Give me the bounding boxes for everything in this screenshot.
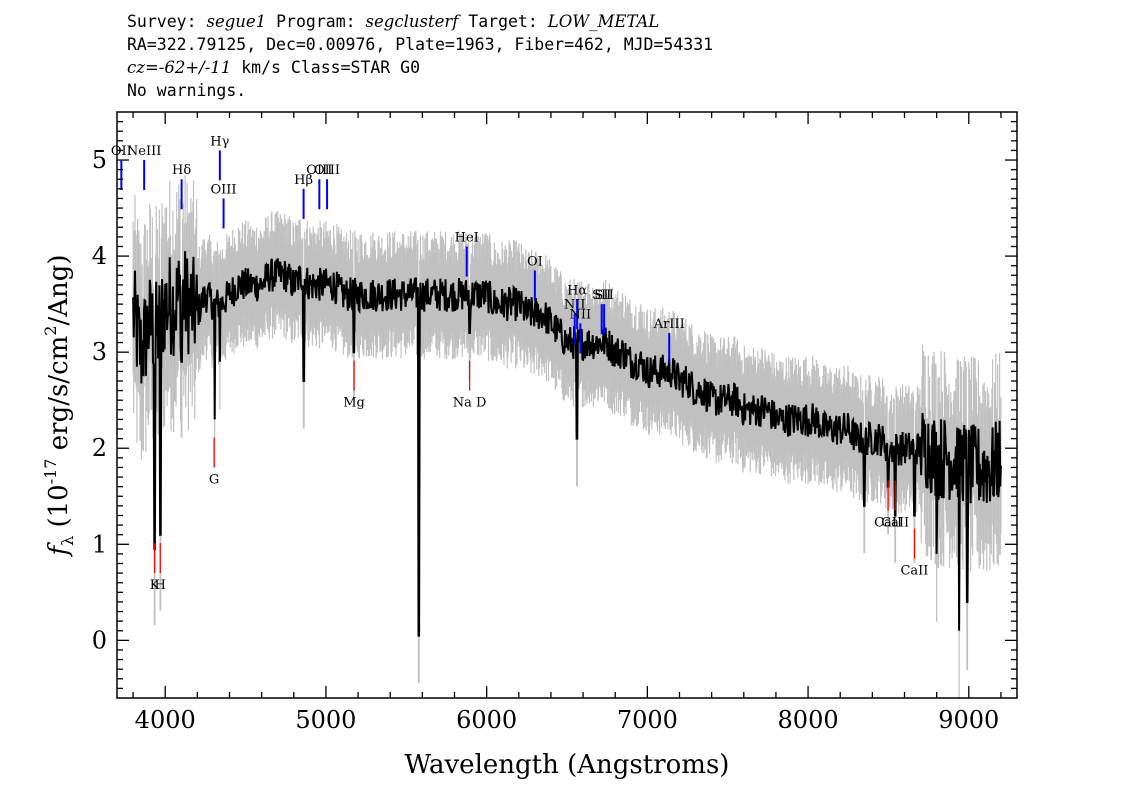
- absorption-line-label: K: [150, 578, 160, 593]
- program-value: segclusterf: [365, 12, 459, 31]
- x-tick-label: 5000: [295, 706, 356, 734]
- absorption-line-label: G: [209, 472, 219, 487]
- header-line-survey: Survey: segue1 Program: segclusterf Targ…: [127, 10, 713, 33]
- survey-value: segue1: [206, 12, 267, 31]
- plot-frame: [116, 111, 1018, 699]
- emission-line-label: SII: [595, 288, 614, 303]
- flux-spectrum: [132, 251, 1002, 637]
- flux-series: [132, 251, 1002, 637]
- tick-labels: 4000 5000 6000 7000 8000 9000 0 1 2 3 4 5: [92, 146, 1000, 734]
- header-line-redshift: cz=-62+/-11 km/s Class=STAR G0: [127, 56, 713, 79]
- y-label-end: /Ang): [44, 254, 74, 325]
- emission-line-label: NII: [570, 307, 592, 322]
- y-tick-label: 2: [92, 434, 107, 462]
- x-tick-label: 9000: [938, 706, 999, 734]
- target-key: Target:: [468, 12, 538, 31]
- y-label-square: 2: [41, 326, 60, 336]
- x-tick-label: 8000: [778, 706, 839, 734]
- emission-line-label: NeIII: [127, 144, 161, 159]
- emission-line-label: OIII: [306, 163, 332, 178]
- survey-key: Survey:: [127, 12, 197, 31]
- y-tick-label: 0: [92, 626, 107, 654]
- spectrum-header: Survey: segue1 Program: segclusterf Targ…: [127, 10, 713, 102]
- emission-line-label: Hδ: [172, 163, 191, 178]
- cz-rest: km/s Class=STAR G0: [241, 58, 421, 77]
- program-key: Program:: [276, 12, 356, 31]
- emission-line-label: NII: [564, 298, 586, 313]
- emission-line-label: Hβ: [294, 173, 313, 188]
- y-axis-label: fλ (10-17 erg/s/cm2/Ang): [41, 254, 77, 557]
- y-label-subscript: λ: [58, 536, 77, 546]
- emission-line-label: ArIII: [653, 317, 685, 332]
- target-value: LOW_METAL: [547, 12, 660, 31]
- emission-line-label: HeI: [455, 230, 479, 245]
- absorption-line-label: Mg: [343, 396, 365, 411]
- x-tick-label: 4000: [135, 706, 196, 734]
- emission-line-label: OII: [111, 144, 132, 159]
- x-tick-label: 6000: [456, 706, 517, 734]
- line-markers: OIINeIIIHδHγOIIIHβOIIIOIIIHeIOINIIHαNIIS…: [111, 134, 929, 593]
- emission-line-label: OIII: [314, 163, 340, 178]
- absorption-line-label: Na D: [453, 396, 487, 411]
- y-label-units: erg/s/cm: [44, 336, 74, 459]
- header-line-warnings: No warnings.: [127, 81, 247, 100]
- y-tick-label: 4: [92, 242, 107, 270]
- cz-value: =-62+/-11: [144, 58, 232, 77]
- y-tick-label: 5: [92, 146, 107, 174]
- axis-ticks: [117, 112, 1017, 698]
- emission-line-label: Hα: [567, 283, 587, 298]
- y-tick-label: 1: [92, 530, 107, 558]
- y-tick-label: 3: [92, 338, 107, 366]
- emission-line-label: Hγ: [210, 134, 229, 149]
- emission-line-label: SII: [592, 288, 611, 303]
- x-tick-label: 7000: [617, 706, 678, 734]
- cz-key: cz: [127, 58, 145, 77]
- x-axis-label: Wavelength (Angstroms): [405, 750, 730, 780]
- absorption-line-label: CaII: [900, 564, 928, 579]
- y-label-exponent: -17: [41, 459, 60, 485]
- y-label-paren: (10: [44, 484, 74, 536]
- emission-line-label: OI: [527, 255, 543, 270]
- absorption-line-label: CaII: [881, 516, 909, 531]
- header-line-coords: RA=322.79125, Dec=0.00976, Plate=1963, F…: [127, 35, 714, 54]
- emission-line-label: OIII: [211, 182, 237, 197]
- absorption-line-label: H: [155, 578, 166, 593]
- absorption-line-label: CaII: [874, 516, 902, 531]
